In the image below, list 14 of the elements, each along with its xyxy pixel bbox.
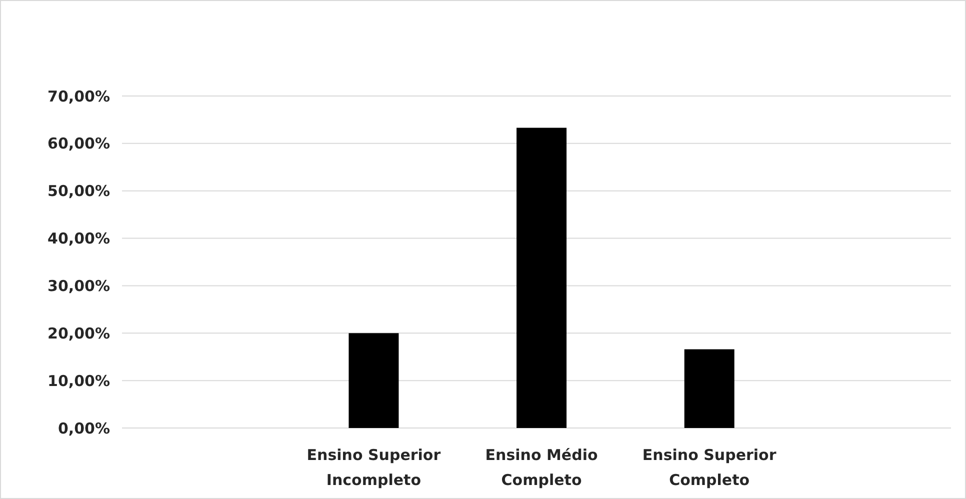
y-tick-label: 10,00% <box>48 372 110 390</box>
y-tick-label: 30,00% <box>48 276 110 295</box>
bar <box>348 333 399 428</box>
y-tick-label: 60,00% <box>48 134 110 153</box>
x-tick-label: Ensino Médio Completo <box>485 446 598 489</box>
y-tick-label: 70,00% <box>48 87 110 106</box>
y-tick-label: 50,00% <box>48 182 110 200</box>
x-tick-label: Ensino Superior Incompleto <box>306 446 442 489</box>
y-tick-label: 40,00% <box>48 230 110 248</box>
bar <box>684 349 734 428</box>
bar <box>516 128 567 428</box>
x-tick-label: Ensino Superior Completo <box>642 446 777 489</box>
y-tick-label: 0,00% <box>58 419 110 438</box>
y-tick-label: 20,00% <box>48 324 110 342</box>
